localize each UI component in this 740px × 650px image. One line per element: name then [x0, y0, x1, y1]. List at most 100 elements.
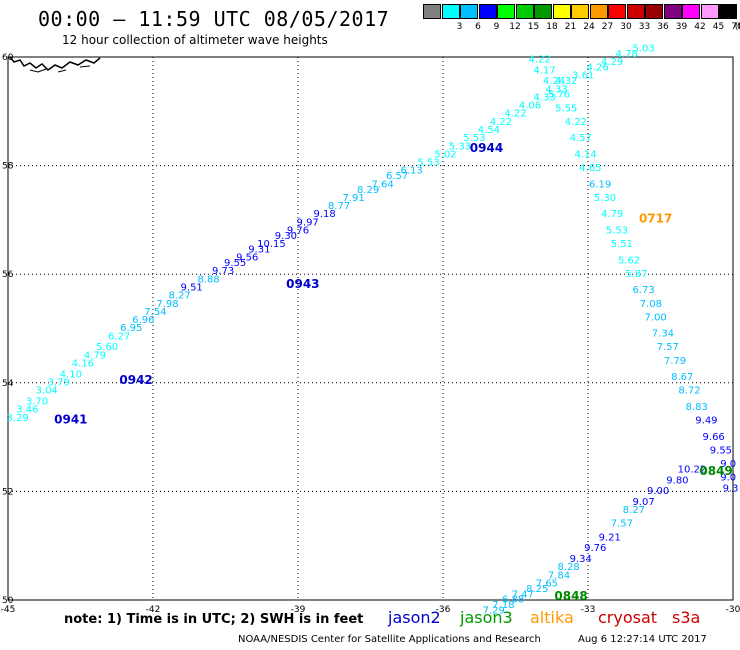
wave-height-label: 6.95 [120, 323, 142, 334]
legend-swatch [645, 4, 663, 19]
legend-swatch [571, 4, 589, 19]
legend-tick-label: 33 [638, 22, 651, 32]
wave-height-label: 9.0 [720, 473, 736, 484]
wave-height-label: 9.21 [599, 532, 621, 543]
satellite-name: cryosat [598, 608, 658, 627]
wave-height-label: 4.22 [504, 109, 526, 120]
wave-height-label: 8.28 [558, 562, 580, 573]
wave-height-label: 9.30 [275, 231, 297, 242]
wave-height-label: 4.57 [570, 133, 592, 144]
legend-tick-label: 45 [712, 22, 725, 32]
wave-height-label: 6.57 [386, 171, 408, 182]
page-subtitle: 12 hour collection of altimeter wave hei… [62, 33, 328, 47]
wave-height-label: 8.83 [686, 402, 708, 413]
legend-swatch [626, 4, 645, 19]
wave-height-label: 7.91 [342, 193, 364, 204]
wave-height-label: 3.79 [48, 378, 70, 389]
wave-height-label: 4.14 [574, 149, 596, 160]
wave-height-label: 4.78 [616, 49, 638, 60]
wave-height-label: 9.07 [632, 497, 654, 508]
lat-tick-label: 60 [2, 53, 14, 63]
legend-tick-label: 15 [527, 22, 540, 32]
wave-height-label: 5.02 [434, 149, 456, 160]
wave-height-label: 6.96 [132, 315, 154, 326]
wave-height-label: 5.60 [96, 342, 118, 353]
wave-height-label: 5.53 [417, 158, 439, 169]
legend-tick-label: 6 [475, 22, 481, 32]
legend-tick-label: 3 [456, 22, 463, 32]
wave-height-label: 7.57 [657, 342, 679, 353]
coastline-islands [29, 65, 91, 73]
legend-swatch [460, 4, 478, 19]
lat-tick-label: 50 [2, 596, 14, 606]
wave-height-label: 4.65 [579, 163, 601, 174]
page-title: 00:00 – 11:59 UTC 08/05/2017 [38, 7, 390, 31]
wave-height-label: 3.46 [16, 405, 38, 416]
satellite-name: altika [530, 608, 574, 627]
wave-height-label: 8.72 [678, 386, 700, 397]
legend-tick-label: 18 [546, 22, 558, 32]
wave-height-label: 4.33 [533, 92, 555, 103]
wave-height-label: 5.53 [606, 225, 628, 236]
wave-height-label: 9.76 [584, 543, 606, 554]
wave-height-label: 4.79 [84, 350, 106, 361]
legend-tick-label: 12 [509, 22, 521, 32]
wave-height-label: 7.29 [483, 606, 505, 617]
pass-time-label: 0717 [639, 212, 672, 226]
wave-height-label: 4.22 [565, 117, 587, 128]
wave-height-label: 3.04 [36, 386, 58, 397]
wave-height-label: 9.49 [695, 416, 717, 427]
wave-height-label: 7.64 [371, 179, 393, 190]
wave-height-label: 9.55 [710, 445, 732, 456]
legend-unit: (ft) [734, 22, 740, 32]
legend-tick-label: 70 [731, 22, 740, 32]
wave-height-label: 10.22 [678, 464, 707, 475]
lat-lon-grid [7, 56, 734, 601]
satellite-name: s3a [672, 608, 701, 627]
legend-tick-label: 42 [694, 22, 706, 32]
wave-height-label: 6.73 [632, 285, 654, 296]
wave-height-label: 7.34 [652, 329, 674, 340]
wave-height-label: 5.76 [548, 90, 570, 101]
coastline-path [9, 56, 101, 71]
legend-swatch [497, 4, 515, 19]
legend-tick-label: 21 [564, 22, 577, 32]
pass-time-label: 0942 [119, 373, 152, 387]
wave-height-label: 5.53 [463, 133, 485, 144]
legend-swatch [700, 4, 719, 19]
wave-height-label: 3.70 [26, 397, 48, 408]
wave-height-label: 4.22 [490, 117, 512, 128]
wave-height-label: 8.27 [168, 291, 190, 302]
wave-height-label: 4.26 [587, 63, 609, 74]
wave-height-label: 8.25 [526, 584, 548, 595]
satellite-name: jason2 [388, 608, 441, 627]
pass-time-label: 0848 [554, 589, 587, 603]
legend-swatch [534, 4, 552, 19]
wave-height-label: 9.76 [287, 225, 309, 236]
wave-height-label: 5.30 [594, 193, 616, 204]
coastline [9, 56, 101, 73]
legend-swatch [478, 4, 497, 19]
footnote: note: 1) Time is in UTC; 2) SWH is in fe… [64, 612, 364, 627]
legend-swatch [552, 4, 571, 19]
wave-height-label: 4.29 [601, 57, 623, 68]
wave-height-label: 4.06 [519, 101, 541, 112]
wave-height-label: 5.55 [555, 103, 577, 114]
lat-tick-label: 56 [2, 270, 14, 280]
lat-tick-label: 54 [2, 379, 14, 389]
pass-time-label: 0944 [470, 141, 503, 155]
wave-height-label: 9.00 [647, 486, 669, 497]
wave-height-label: 5.33 [449, 141, 471, 152]
lon-tick-label: -33 [581, 605, 596, 615]
legend-swatch [682, 4, 700, 19]
axis-tick-labels: -45 -42 -39 -36 -33 -30 60 58 56 54 52 50 [1, 53, 740, 615]
legend-tick-label: 30 [620, 22, 632, 32]
wave-height-label: 7.08 [640, 299, 662, 310]
wave-height-label: 9.34 [570, 554, 592, 565]
wave-height-label: 9.31 [248, 244, 270, 255]
wave-height-label: 8.29 [357, 185, 379, 196]
wave-height-label: 6.19 [589, 179, 611, 190]
legend-tick-label: 24 [583, 22, 595, 32]
wave-height-label: 9.18 [313, 209, 335, 220]
